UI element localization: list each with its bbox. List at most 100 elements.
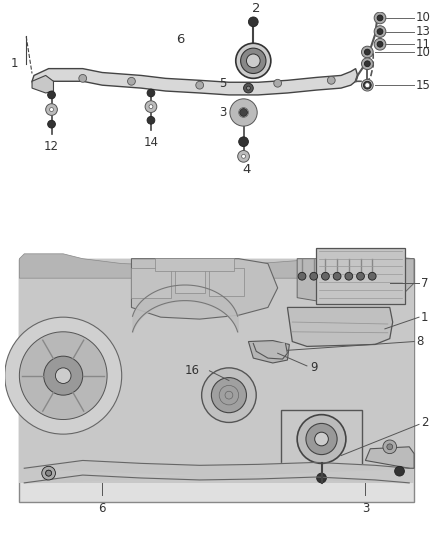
FancyBboxPatch shape <box>175 268 205 293</box>
Text: 1: 1 <box>11 57 18 70</box>
Bar <box>19 259 414 503</box>
Polygon shape <box>253 343 287 359</box>
Polygon shape <box>24 461 409 483</box>
Circle shape <box>46 470 52 476</box>
Polygon shape <box>32 69 357 95</box>
Circle shape <box>374 26 386 37</box>
Circle shape <box>374 12 386 24</box>
Circle shape <box>365 61 370 66</box>
Circle shape <box>48 120 56 128</box>
Circle shape <box>46 470 52 476</box>
Circle shape <box>149 104 153 109</box>
Text: 5: 5 <box>219 77 227 90</box>
Circle shape <box>46 104 57 116</box>
Text: 7: 7 <box>421 277 428 289</box>
FancyBboxPatch shape <box>316 248 405 303</box>
Text: 8: 8 <box>416 335 424 348</box>
Circle shape <box>361 79 373 91</box>
Circle shape <box>147 89 155 97</box>
FancyBboxPatch shape <box>209 268 244 296</box>
Polygon shape <box>297 259 414 303</box>
Circle shape <box>377 29 383 35</box>
Circle shape <box>239 137 248 147</box>
Text: 6: 6 <box>99 503 106 515</box>
Text: 4: 4 <box>242 163 251 176</box>
Text: 1: 1 <box>421 311 428 324</box>
Polygon shape <box>365 447 414 469</box>
Text: 16: 16 <box>185 364 200 377</box>
Text: 10: 10 <box>416 11 431 25</box>
Text: 3: 3 <box>219 106 227 119</box>
FancyBboxPatch shape <box>131 268 171 298</box>
Circle shape <box>236 43 271 78</box>
Circle shape <box>345 272 353 280</box>
Circle shape <box>79 75 87 82</box>
FancyBboxPatch shape <box>155 258 234 271</box>
Circle shape <box>321 272 329 280</box>
Polygon shape <box>248 341 290 363</box>
Circle shape <box>247 54 260 68</box>
Polygon shape <box>19 259 414 483</box>
Circle shape <box>395 466 404 476</box>
Circle shape <box>248 17 258 27</box>
Text: 9: 9 <box>310 361 318 374</box>
Polygon shape <box>32 76 53 93</box>
Circle shape <box>240 48 266 74</box>
Circle shape <box>147 116 155 124</box>
Circle shape <box>365 83 370 87</box>
Circle shape <box>383 440 396 454</box>
Circle shape <box>230 99 257 126</box>
Circle shape <box>365 50 370 54</box>
Circle shape <box>374 38 386 50</box>
Text: 2: 2 <box>421 416 428 429</box>
Circle shape <box>56 368 71 383</box>
Circle shape <box>201 368 256 423</box>
Circle shape <box>315 432 328 446</box>
Circle shape <box>145 101 157 112</box>
Circle shape <box>239 108 248 117</box>
Circle shape <box>240 109 247 116</box>
Text: 10: 10 <box>416 45 431 59</box>
Circle shape <box>48 91 56 99</box>
Circle shape <box>5 317 122 434</box>
Circle shape <box>44 356 83 395</box>
Text: 2: 2 <box>252 2 261 15</box>
Circle shape <box>364 82 371 89</box>
Circle shape <box>247 86 251 90</box>
Circle shape <box>310 272 318 280</box>
FancyBboxPatch shape <box>281 410 363 467</box>
Polygon shape <box>287 308 393 346</box>
Circle shape <box>19 332 107 419</box>
Circle shape <box>368 272 376 280</box>
Circle shape <box>378 42 382 47</box>
Circle shape <box>274 79 282 87</box>
Polygon shape <box>19 254 414 278</box>
Circle shape <box>364 49 370 55</box>
Circle shape <box>212 377 247 413</box>
Circle shape <box>387 444 393 450</box>
Circle shape <box>357 272 364 280</box>
Polygon shape <box>131 259 278 319</box>
Text: 3: 3 <box>362 503 369 515</box>
Text: 14: 14 <box>144 136 159 149</box>
Circle shape <box>377 42 383 47</box>
Text: 6: 6 <box>176 33 184 46</box>
Circle shape <box>244 83 253 93</box>
Circle shape <box>242 155 246 158</box>
Circle shape <box>317 473 326 483</box>
Text: 11: 11 <box>416 38 431 51</box>
Text: 13: 13 <box>416 25 431 38</box>
Circle shape <box>298 272 306 280</box>
Circle shape <box>378 15 382 20</box>
Circle shape <box>297 415 346 463</box>
Circle shape <box>42 466 56 480</box>
Text: 12: 12 <box>44 140 59 153</box>
Circle shape <box>196 82 204 89</box>
Circle shape <box>378 29 382 34</box>
Circle shape <box>333 272 341 280</box>
Text: 15: 15 <box>416 79 431 92</box>
Circle shape <box>364 61 370 67</box>
Circle shape <box>306 423 337 455</box>
Circle shape <box>127 77 135 85</box>
Circle shape <box>361 58 373 70</box>
